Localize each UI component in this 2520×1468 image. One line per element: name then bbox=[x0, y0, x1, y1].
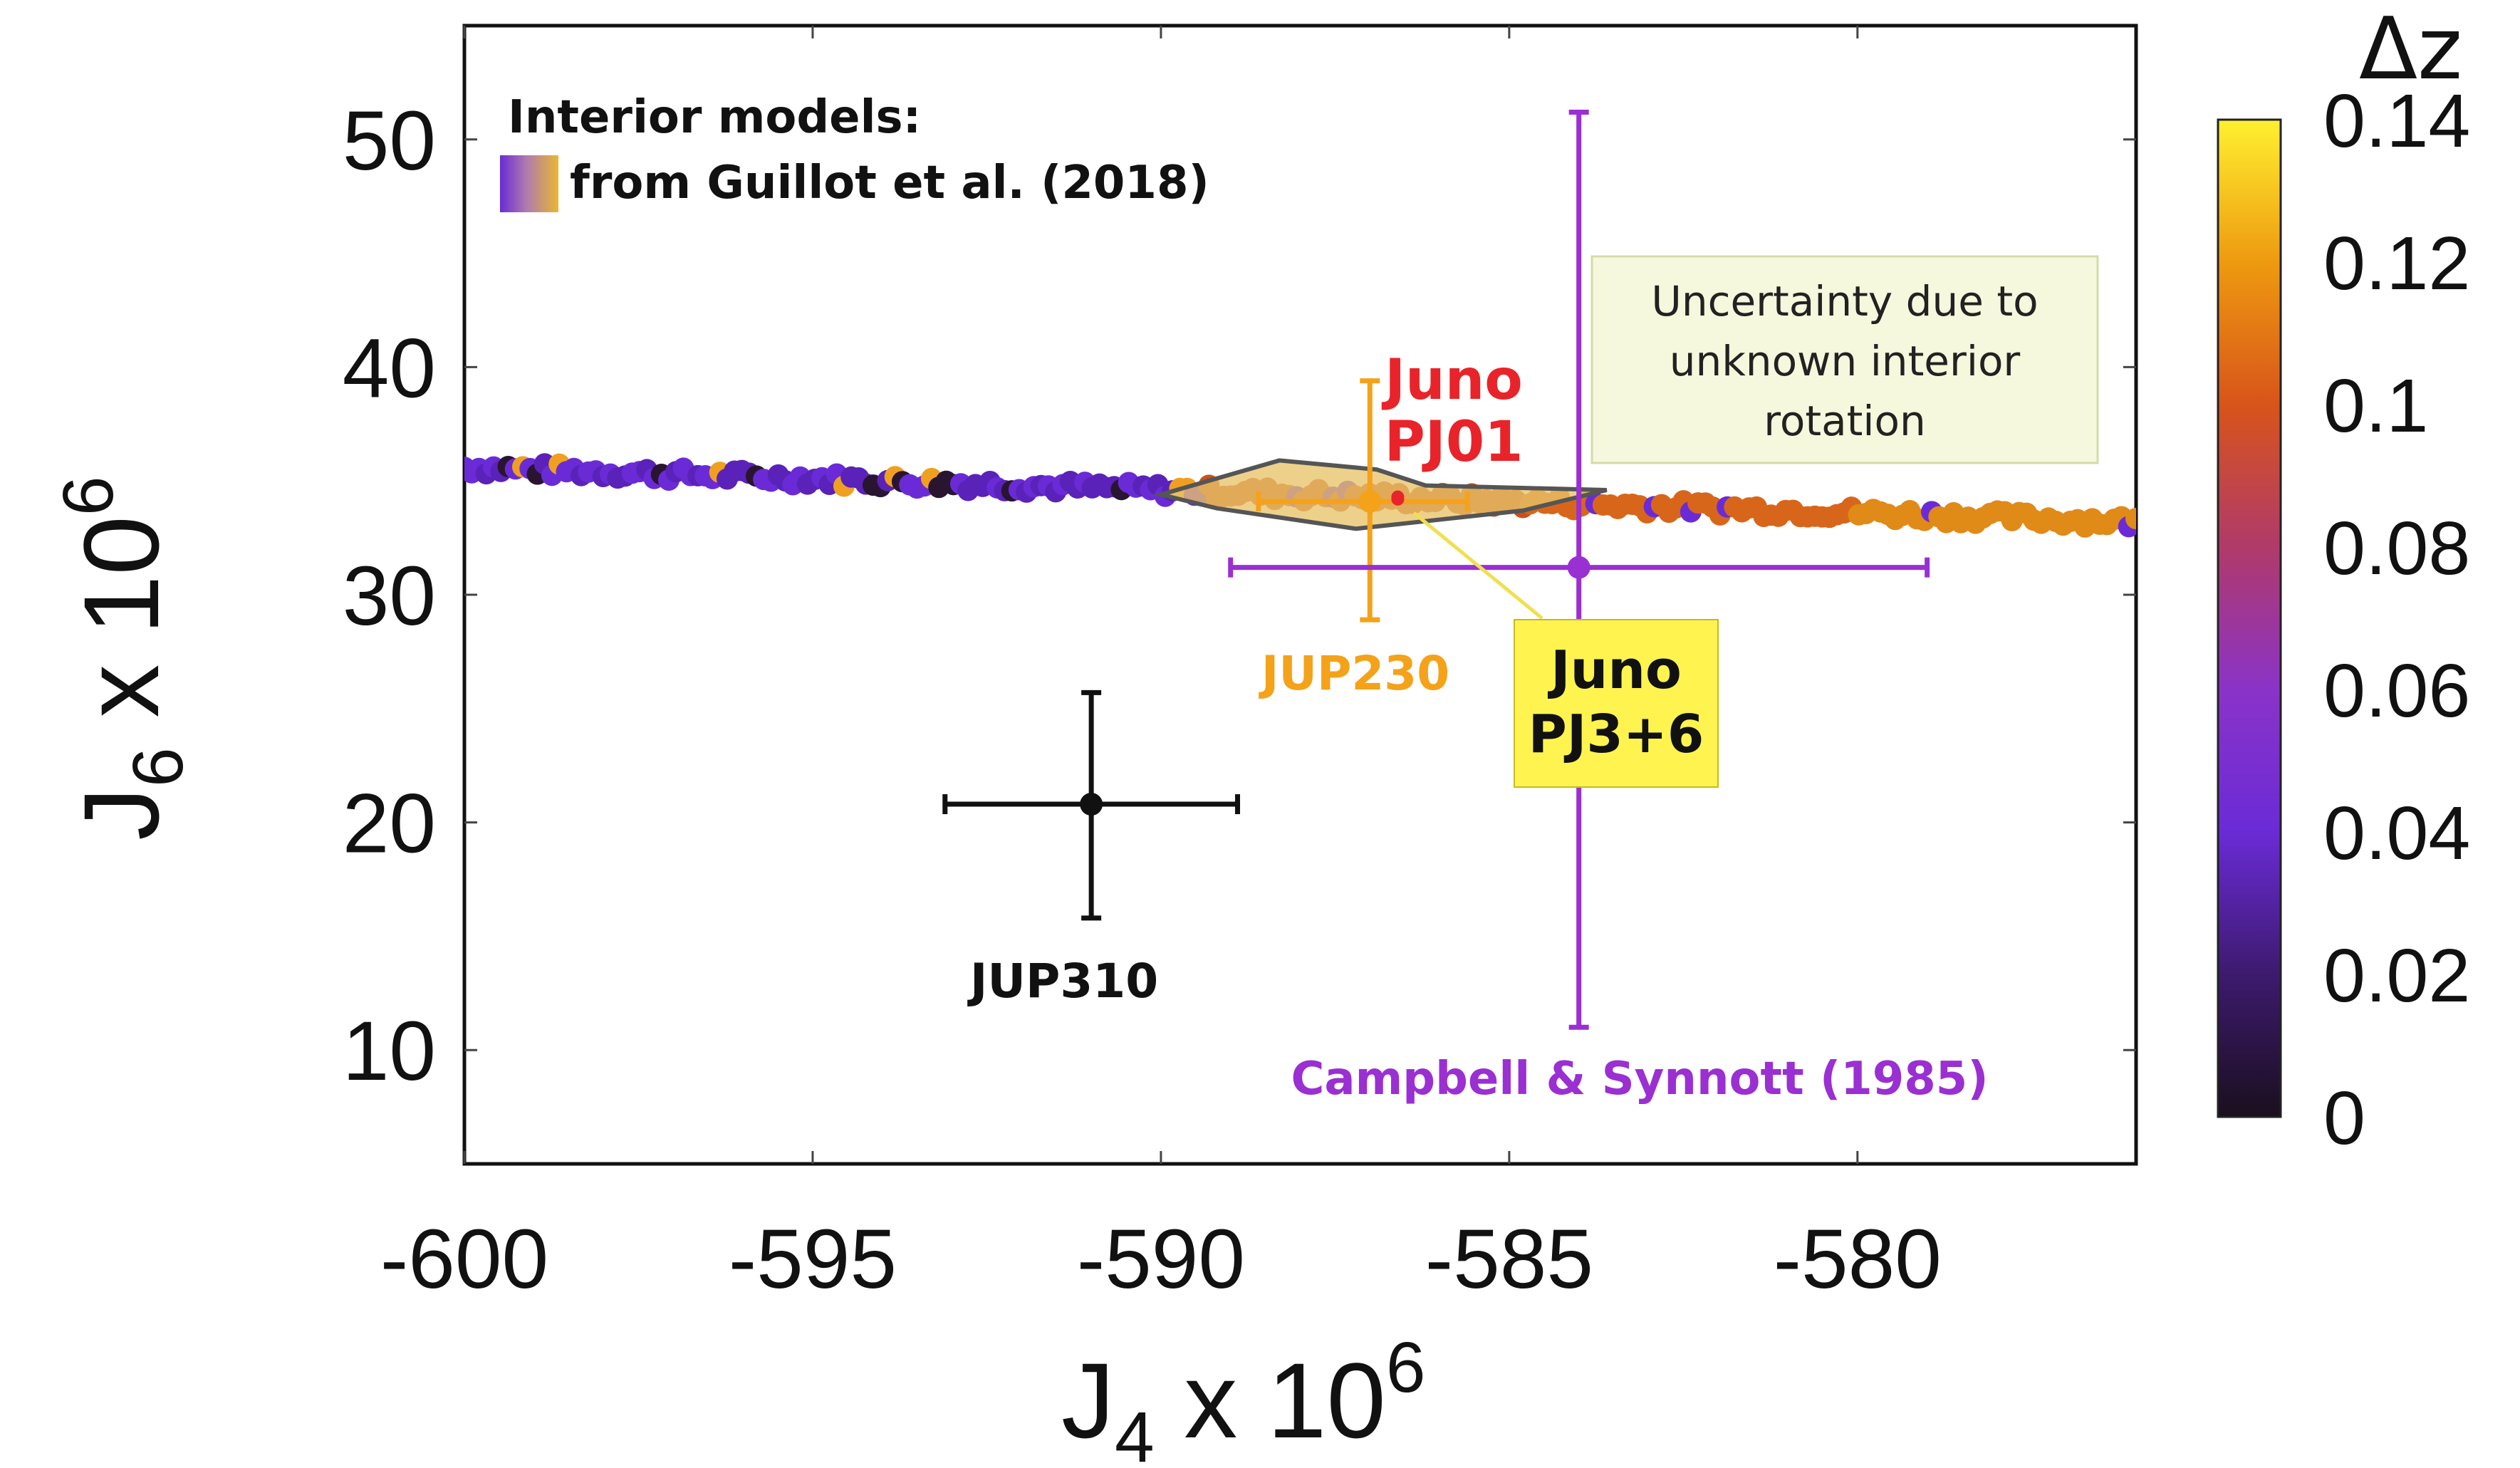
jup310-label: JUP310 bbox=[967, 954, 1158, 1009]
colorbar-tick-label: 0 bbox=[2323, 1076, 2365, 1160]
x-tick-label: -585 bbox=[1425, 1212, 1593, 1306]
uncertainty-note-line2: unknown interior bbox=[1670, 337, 2021, 385]
uncertainty-note-line3: rotation bbox=[1764, 397, 1925, 445]
colorbar-tick-label: 0.06 bbox=[2323, 649, 2470, 733]
colorbar bbox=[2217, 118, 2282, 1118]
y-tick-label: 50 bbox=[343, 94, 436, 188]
model-point bbox=[2125, 508, 2136, 529]
colorbar-tick-label: 0.1 bbox=[2323, 364, 2428, 448]
x-tick-label: -590 bbox=[1077, 1212, 1245, 1306]
y-tick-label: 30 bbox=[343, 549, 436, 643]
juno-pj3-6-point bbox=[1391, 492, 1405, 506]
y-tick-label: 10 bbox=[343, 1004, 436, 1098]
jup230-label: JUP230 bbox=[1259, 646, 1449, 701]
campbell-synnott-label: Campbell & Synnott (1985) bbox=[1291, 1053, 1988, 1105]
x-tick-label: -600 bbox=[380, 1212, 548, 1306]
legend-title: Interior models: bbox=[508, 91, 921, 144]
legend-entry: from Guillot et al. (2018) bbox=[570, 157, 1209, 209]
juno-pj01-label-line2: PJ01 bbox=[1385, 410, 1524, 474]
colorbar-tick-label: 0.12 bbox=[2323, 222, 2470, 306]
juno-pj01-label-line1: Juno bbox=[1381, 348, 1523, 412]
colorbar-label: Δz bbox=[2359, 0, 2462, 99]
y-tick-label: 20 bbox=[343, 777, 436, 871]
juno-pj36-label-line1: Juno bbox=[1547, 640, 1682, 701]
uncertainty-region bbox=[1152, 458, 1608, 531]
colorbar-tick-label: 0.08 bbox=[2323, 506, 2470, 590]
colorbar-tick-label: 0.14 bbox=[2323, 79, 2470, 163]
uncertainty-note-box bbox=[1590, 255, 2099, 464]
colorbar-tick-label: 0.02 bbox=[2323, 934, 2470, 1018]
x-tick-label: -580 bbox=[1774, 1212, 1942, 1306]
juno-pj36-callout-leader bbox=[1412, 511, 1543, 620]
y-tick-label: 40 bbox=[343, 321, 436, 415]
juno-pj36-label-line2: PJ3+6 bbox=[1529, 704, 1704, 765]
campbell-synnott-1985-point bbox=[1567, 556, 1590, 579]
colorbar-tick-label: 0.04 bbox=[2323, 791, 2470, 875]
legend-gradient-swatch bbox=[500, 155, 558, 212]
uncertainty-note-line1: Uncertainty due to bbox=[1651, 277, 2038, 326]
jup310-point bbox=[1080, 793, 1103, 816]
jup230-point bbox=[1358, 489, 1382, 513]
x-axis-label: J4 x 106 bbox=[1061, 1328, 1425, 1468]
y-axis-label: J6 x 106 bbox=[48, 477, 198, 840]
x-tick-label: -595 bbox=[729, 1212, 897, 1306]
plot-frame bbox=[462, 24, 2138, 1166]
juno-pj36-callout-box bbox=[1514, 619, 1719, 788]
